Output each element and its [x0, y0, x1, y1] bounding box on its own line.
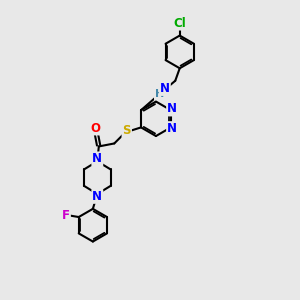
Text: S: S [122, 124, 131, 137]
Text: N: N [92, 190, 102, 203]
Text: Cl: Cl [173, 16, 186, 30]
Text: F: F [62, 209, 70, 222]
Text: N: N [160, 82, 170, 95]
Text: N: N [167, 122, 177, 135]
Text: O: O [91, 122, 101, 134]
Text: N: N [167, 103, 177, 116]
Text: H: H [155, 89, 164, 99]
Text: N: N [92, 152, 102, 165]
